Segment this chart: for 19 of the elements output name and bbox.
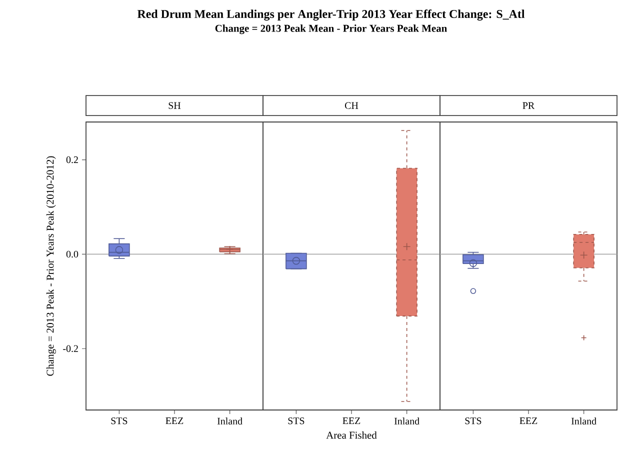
x-tick-label: STS [288,418,304,424]
x-tick-label: EEZ [342,418,360,424]
x-tick-label: STS [111,418,128,424]
y-axis-title: Change = 2013 Peak - Prior Years Peak (2010-2012) [46,156,56,376]
chart-title: CH [344,102,358,109]
x-tick-label: Inland [217,418,242,425]
x-tick-label: Inland [394,418,420,425]
x-tick-label: Inland [571,418,596,425]
y-tick-label: 0.2 [66,156,78,164]
x-tick-label: EEZ [166,418,184,424]
text: Change = 2013 Peak Mean - Prior Years Peak Mean [215,24,447,34]
y-tick-label: 0.0 [66,250,78,258]
chart-title: SH [168,102,181,109]
y-tick-label: -0.2 [63,345,78,352]
x-axis-title: Area Fished [326,431,377,439]
x-tick-label: EEZ [520,418,538,424]
x-tick-label: STS [465,418,482,424]
chart-title: PR [522,102,535,109]
text: Red Drum Mean Landings per Angler-Trip 2013 Year Effect Change: S_Atl [137,10,525,21]
